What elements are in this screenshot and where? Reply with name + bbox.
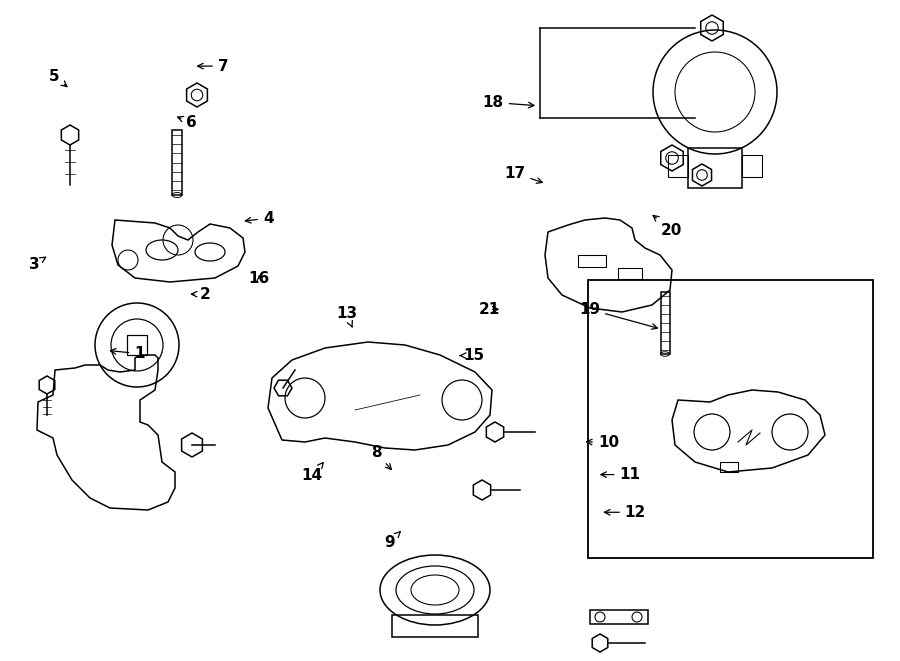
Text: 17: 17 [504, 166, 543, 183]
Text: 16: 16 [248, 272, 270, 286]
Text: 12: 12 [605, 505, 646, 520]
Bar [590, 610, 648, 624]
Text: 19: 19 [579, 302, 658, 329]
Text: 6: 6 [177, 115, 197, 130]
Bar [588, 280, 873, 558]
Text: 3: 3 [29, 257, 46, 272]
Bar [392, 615, 478, 637]
Bar [668, 155, 688, 177]
Text: 2: 2 [192, 287, 211, 301]
Text: 8: 8 [371, 446, 392, 469]
Text: 20: 20 [653, 215, 682, 237]
Text: 10: 10 [587, 436, 619, 450]
Bar [688, 148, 742, 188]
Text: 14: 14 [302, 463, 323, 483]
Text: 18: 18 [482, 95, 534, 110]
Text: 9: 9 [384, 531, 400, 549]
Text: 21: 21 [479, 302, 500, 317]
Bar [172, 130, 182, 195]
Text: 1: 1 [111, 346, 145, 361]
Bar [661, 292, 670, 354]
Bar [578, 255, 606, 267]
Bar [618, 268, 642, 279]
Text: 4: 4 [246, 211, 274, 225]
Bar [742, 155, 762, 177]
Text: 7: 7 [198, 59, 229, 73]
Text: 13: 13 [336, 307, 357, 327]
Text: 15: 15 [460, 348, 484, 363]
Text: 5: 5 [49, 69, 67, 87]
Bar [127, 335, 147, 355]
Text: 11: 11 [601, 467, 641, 482]
Bar [720, 462, 738, 472]
